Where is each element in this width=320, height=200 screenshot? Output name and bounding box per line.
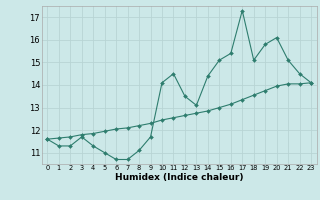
X-axis label: Humidex (Indice chaleur): Humidex (Indice chaleur) — [115, 173, 244, 182]
